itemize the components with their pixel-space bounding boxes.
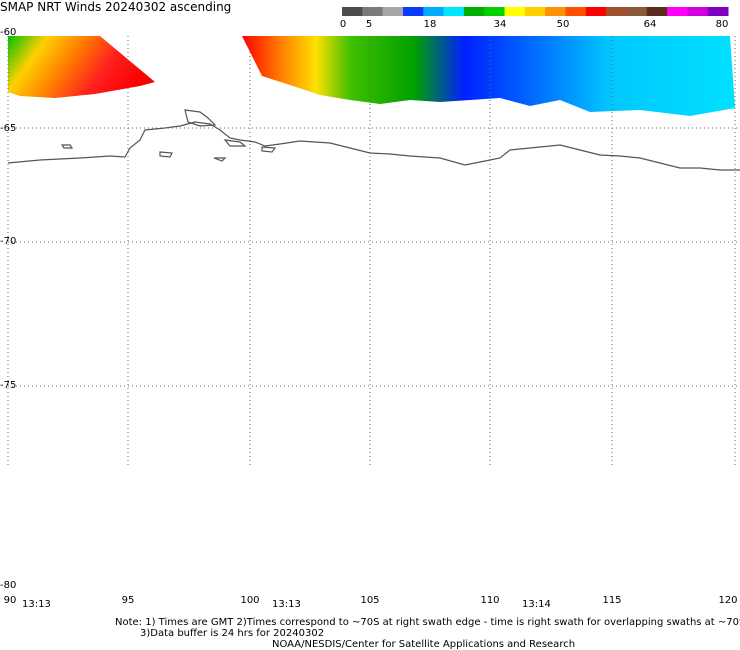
scale-segment xyxy=(707,7,729,16)
antarctic-coastline xyxy=(7,109,740,171)
scale-segment xyxy=(585,7,607,16)
time-label-1: 13:13 xyxy=(22,599,51,610)
lon-label-120: 120 xyxy=(718,595,738,606)
lat-label-75: -75 xyxy=(0,380,17,391)
scale-label-5: 5 xyxy=(365,19,373,30)
wind-swath-right xyxy=(242,36,735,116)
lat-label-65: -65 xyxy=(0,123,17,134)
scale-segment xyxy=(402,7,424,16)
scale-segment xyxy=(463,7,485,16)
scale-segment xyxy=(524,7,546,16)
map-title: SMAP NRT Winds 20240302 ascending xyxy=(0,0,232,14)
scale-segment xyxy=(606,7,627,16)
scale-label-80: 80 xyxy=(715,19,729,30)
scale-segment xyxy=(423,7,445,16)
scale-label-0: 0 xyxy=(339,19,347,30)
scale-segment xyxy=(667,7,688,16)
note-line-3: NOAA/NESDIS/Center for Satellite Applica… xyxy=(272,639,576,650)
scale-segment xyxy=(646,7,668,16)
scale-segment xyxy=(687,7,709,16)
note-line-1: Note: 1) Times are GMT 2)Times correspon… xyxy=(115,617,740,628)
lat-label-60: -60 xyxy=(0,27,17,38)
scale-label-50: 50 xyxy=(556,19,570,30)
note-line-2: 3)Data buffer is 24 hrs for 20240302 xyxy=(140,628,325,639)
scale-segment xyxy=(362,7,384,16)
lon-label-100: 100 xyxy=(240,595,260,606)
lon-label-115: 115 xyxy=(602,595,622,606)
time-label-2: 13:13 xyxy=(272,599,301,610)
lat-label-80: -80 xyxy=(0,580,17,591)
scale-segment xyxy=(626,7,648,16)
lon-label-105: 105 xyxy=(360,595,380,606)
scale-segment xyxy=(382,7,404,16)
wind-swath-left xyxy=(8,36,155,98)
scale-segment xyxy=(484,7,506,16)
scale-segment xyxy=(545,7,566,16)
scale-segment xyxy=(504,7,526,16)
time-label-3: 13:14 xyxy=(522,599,551,610)
scale-label-18: 18 xyxy=(423,19,437,30)
wind-speed-color-scale xyxy=(342,7,729,16)
lon-label-90: 90 xyxy=(3,595,17,606)
lon-label-95: 95 xyxy=(121,595,135,606)
scale-segment xyxy=(342,7,363,16)
scale-segment xyxy=(565,7,587,16)
lat-label-70: -70 xyxy=(0,236,17,247)
lon-label-110: 110 xyxy=(480,595,500,606)
scale-segment xyxy=(443,7,465,16)
scale-label-34: 34 xyxy=(493,19,507,30)
scale-label-64: 64 xyxy=(643,19,657,30)
